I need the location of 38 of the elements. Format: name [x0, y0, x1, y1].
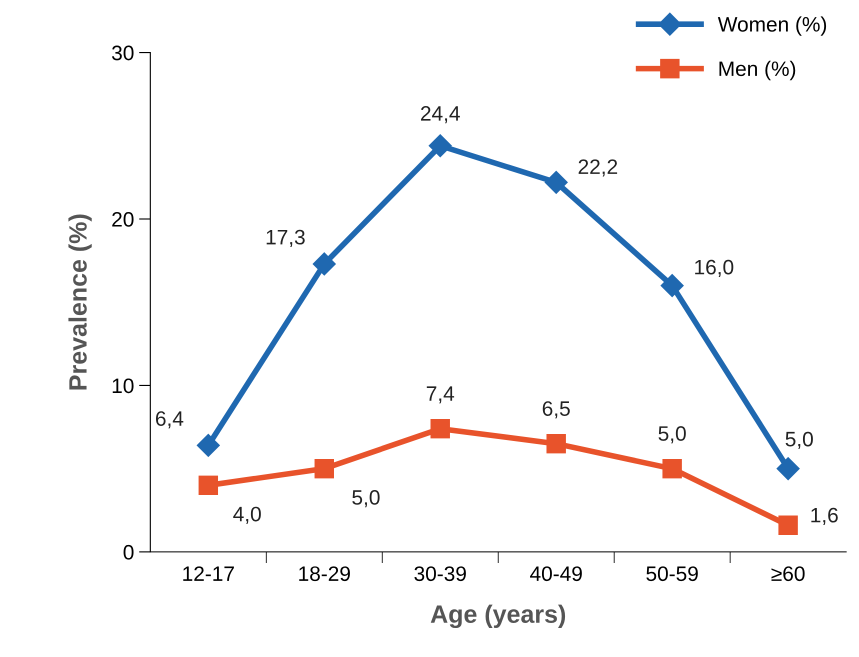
- data-label: 6,4: [156, 411, 184, 428]
- point: [778, 516, 798, 535]
- data-label: 17,3: [266, 230, 305, 247]
- x-tick-label: 40-49: [530, 566, 582, 582]
- y-tick-label: 20: [112, 212, 134, 227]
- point: [660, 274, 684, 298]
- data-label: 4,0: [233, 506, 261, 524]
- point: [776, 457, 800, 480]
- legend-label: Women (%): [718, 16, 826, 36]
- x-tick-label: ≥60: [771, 566, 805, 582]
- point: [198, 476, 218, 496]
- point: [546, 434, 566, 454]
- point: [430, 418, 450, 438]
- y-tick-label: 30: [112, 46, 134, 60]
- point: [662, 458, 682, 478]
- data-label: 6,5: [542, 401, 570, 418]
- data-label: 1,6: [811, 508, 838, 525]
- data-label: 5,0: [786, 432, 813, 449]
- x-tick-label: 12-17: [183, 566, 234, 581]
- x-tick-label: 18-29: [299, 566, 350, 582]
- x-axis-title: Age (years): [430, 604, 566, 628]
- legend-label: Men (%): [719, 60, 796, 80]
- data-label: 22,2: [578, 159, 618, 177]
- point: [544, 170, 568, 194]
- data-label: 16,0: [695, 260, 734, 277]
- x-tick-label: 30-39: [414, 566, 466, 582]
- data-label: 24,4: [421, 106, 460, 124]
- point: [196, 434, 220, 457]
- point: [428, 134, 452, 158]
- data-label: 7,4: [426, 386, 454, 404]
- data-label: 5,0: [658, 426, 686, 444]
- y-tick-label: 0: [124, 544, 134, 560]
- y-axis-title: Prevalence (%): [68, 214, 92, 390]
- point: [312, 252, 336, 276]
- data-label: 5,0: [352, 490, 380, 508]
- y-tick-label: 10: [112, 378, 134, 394]
- point: [314, 458, 334, 478]
- x-tick-label: 50-59: [646, 566, 698, 582]
